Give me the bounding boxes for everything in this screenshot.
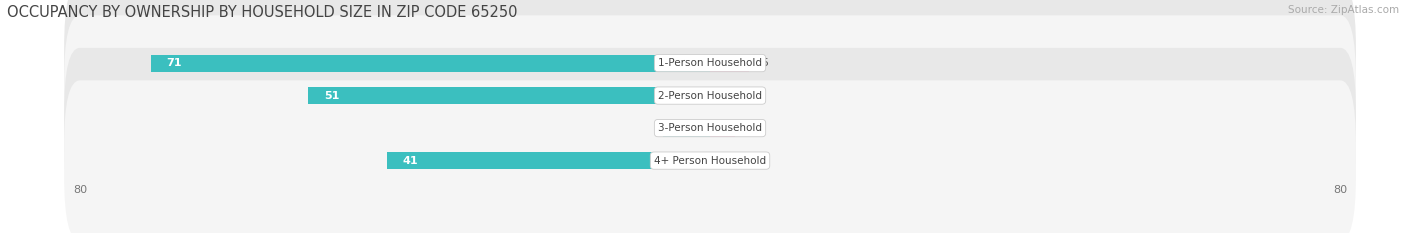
Text: 4+ Person Household: 4+ Person Household [654, 156, 766, 166]
Text: 3: 3 [747, 123, 754, 133]
Legend: Owner-occupied, Renter-occupied: Owner-occupied, Renter-occupied [595, 230, 825, 233]
Bar [710, 55, 749, 72]
Text: 2-Person Household: 2-Person Household [658, 91, 762, 101]
Bar [308, 87, 710, 104]
Text: OCCUPANCY BY OWNERSHIP BY HOUSEHOLD SIZE IN ZIP CODE 65250: OCCUPANCY BY OWNERSHIP BY HOUSEHOLD SIZE… [7, 5, 517, 20]
FancyBboxPatch shape [65, 48, 1355, 208]
Bar [710, 87, 735, 104]
FancyBboxPatch shape [65, 0, 1355, 143]
Bar [150, 55, 710, 72]
Text: 71: 71 [166, 58, 181, 68]
Text: 51: 51 [323, 91, 339, 101]
Text: 0: 0 [747, 91, 754, 101]
FancyBboxPatch shape [65, 80, 1355, 233]
Bar [387, 152, 710, 169]
Text: 3-Person Household: 3-Person Household [658, 123, 762, 133]
Text: 41: 41 [404, 156, 419, 166]
Text: 6: 6 [679, 123, 686, 133]
Bar [662, 120, 710, 137]
Bar [710, 120, 735, 137]
Bar [710, 152, 735, 169]
Text: 5: 5 [761, 58, 768, 68]
FancyBboxPatch shape [65, 15, 1355, 176]
Text: 0: 0 [747, 156, 754, 166]
Text: 1-Person Household: 1-Person Household [658, 58, 762, 68]
Text: Source: ZipAtlas.com: Source: ZipAtlas.com [1288, 5, 1399, 15]
